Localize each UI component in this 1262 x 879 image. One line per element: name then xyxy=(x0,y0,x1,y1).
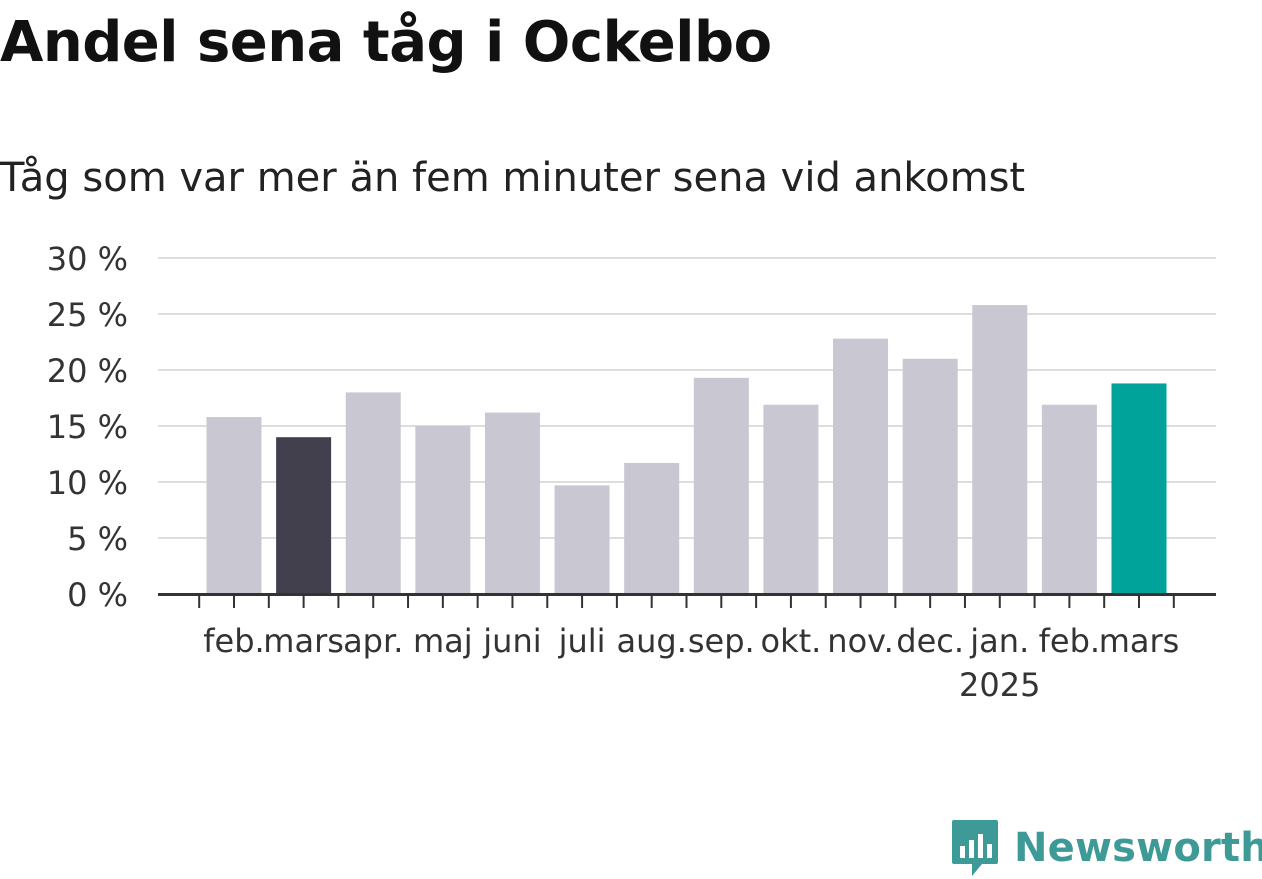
chart-subtitle: Tåg som var mer än fem minuter sena vid … xyxy=(0,155,1026,201)
bar xyxy=(206,417,262,594)
y-tick-label: 20 % xyxy=(47,352,128,390)
brand-name: Newsworthy xyxy=(1014,825,1262,871)
y-tick-label: 30 % xyxy=(47,240,128,278)
x-tick-label: feb. xyxy=(1039,622,1100,660)
brand: Newsworthy xyxy=(950,818,1262,878)
bar xyxy=(1111,383,1167,594)
bar xyxy=(345,392,401,594)
newsworthy-logo-icon xyxy=(952,820,998,876)
bar xyxy=(833,338,889,594)
bar xyxy=(1041,404,1097,594)
bar xyxy=(902,358,958,594)
bar xyxy=(972,305,1028,594)
x-tick-label: feb. xyxy=(203,622,264,660)
y-tick-label: 15 % xyxy=(47,408,128,446)
x-tick-label: aug. xyxy=(617,622,687,660)
y-tick-label: 0 % xyxy=(67,576,128,614)
x-tick-label: juni xyxy=(482,622,541,660)
x-tick-label: okt. xyxy=(761,622,822,660)
x-tick-label: mars xyxy=(263,622,344,660)
x-tick-label: jan. 2025 xyxy=(959,622,1040,704)
x-tick-label: mars xyxy=(1099,622,1180,660)
bar xyxy=(763,404,819,594)
chart-title: Andel sena tåg i Ockelbo xyxy=(0,10,772,75)
x-tick-label: maj xyxy=(413,622,473,660)
x-tick-label: dec. xyxy=(896,622,964,660)
bar xyxy=(693,377,749,594)
bar xyxy=(554,485,610,594)
bar xyxy=(624,462,680,594)
bar xyxy=(276,437,332,594)
x-tick-label: juli xyxy=(558,622,606,660)
bar xyxy=(484,412,540,594)
y-tick-label: 5 % xyxy=(67,520,128,558)
x-tick-label: nov. xyxy=(827,622,893,660)
x-tick-label: apr. xyxy=(343,622,403,660)
y-tick-label: 10 % xyxy=(47,464,128,502)
bar xyxy=(415,426,471,594)
x-tick-label: sep. xyxy=(688,622,755,660)
y-tick-label: 25 % xyxy=(47,296,128,334)
